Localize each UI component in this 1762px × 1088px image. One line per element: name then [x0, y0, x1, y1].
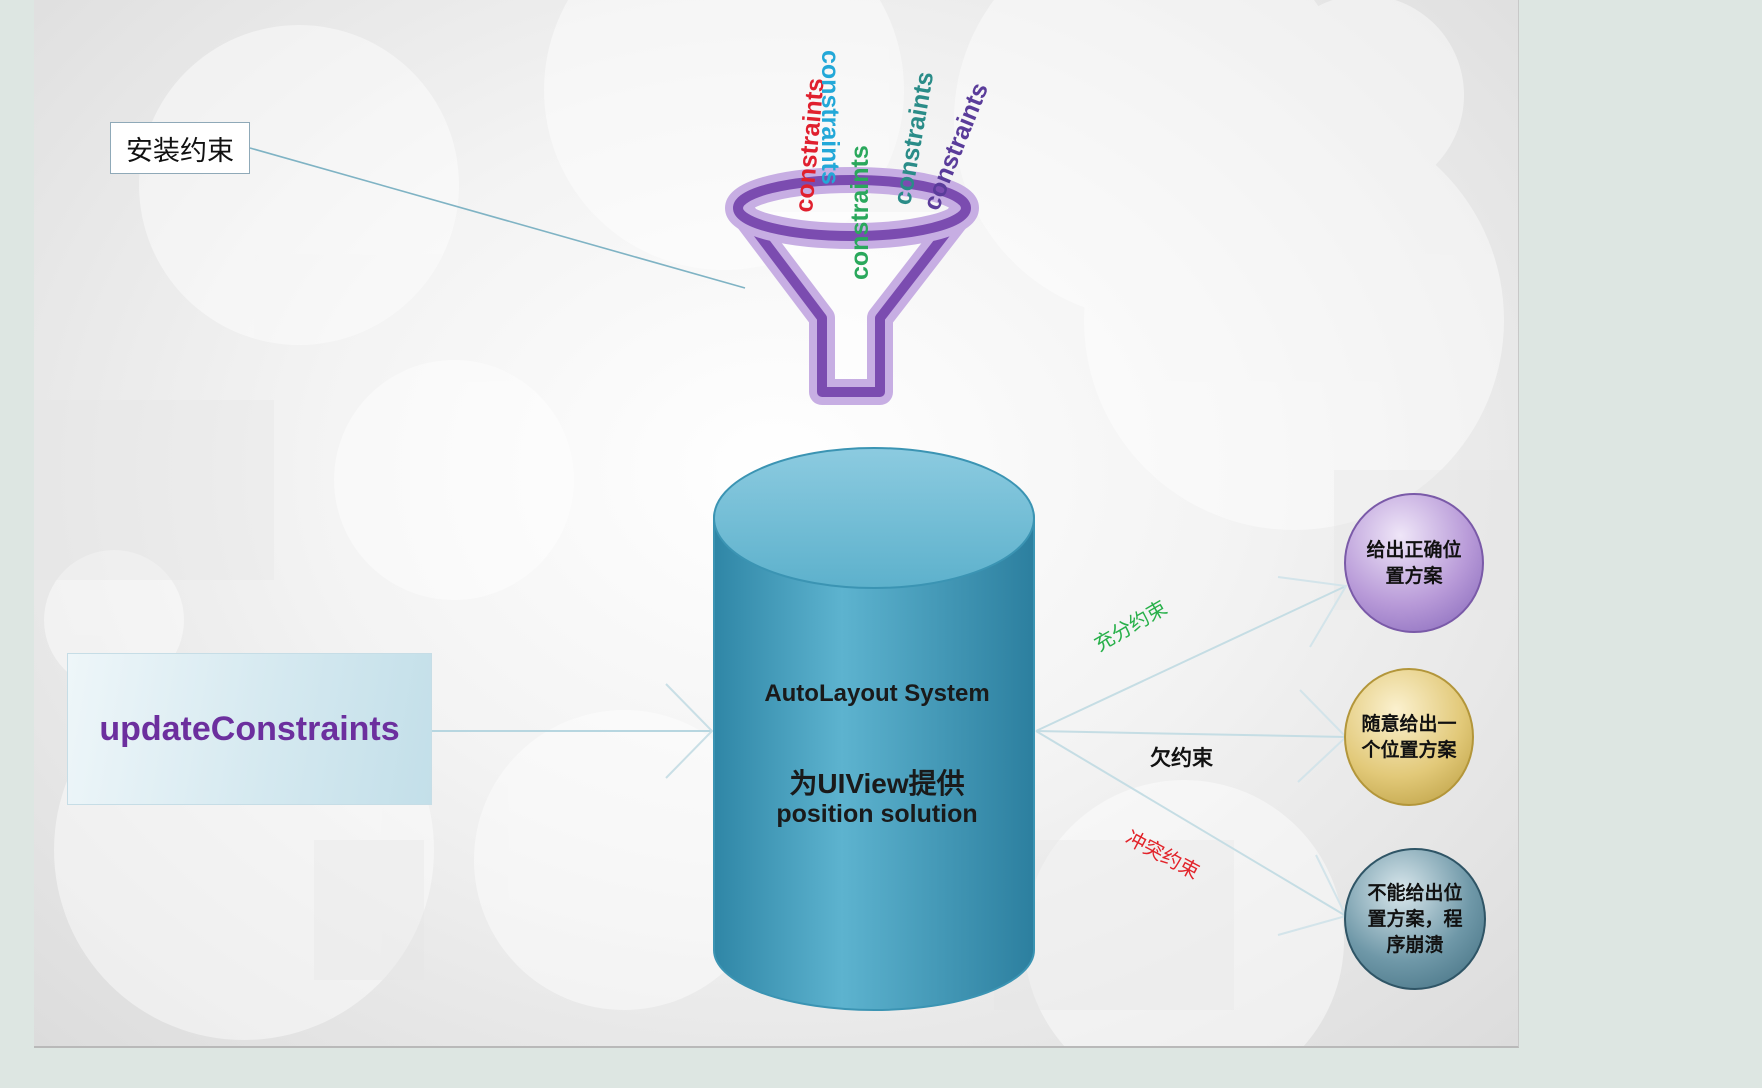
constraint-word-green: constraints	[846, 145, 874, 280]
funnel-shape	[725, 167, 979, 405]
edge-label-under: 欠约束	[1150, 746, 1213, 770]
outcome-crash-text: 不能给出位 置方案，程 序崩溃	[1367, 882, 1463, 956]
cylinder-subtitle: 为UIView提供	[789, 768, 965, 799]
cylinder-title: AutoLayout System	[764, 680, 990, 707]
outcome-crash-node: 不能给出位 置方案，程 序崩溃	[1344, 848, 1486, 990]
cylinder-solution: position solution	[776, 800, 978, 828]
outcome-random-node: 随意给出一 个位置方案	[1344, 668, 1474, 806]
update-constraints-box: updateConstraints	[67, 653, 432, 805]
outcome-correct-text: 给出正确位 置方案	[1366, 539, 1462, 587]
constraint-word-blue: constraints	[816, 50, 844, 185]
install-constraints-label: 安装约束	[110, 122, 250, 174]
outcome-random-text: 随意给出一 个位置方案	[1361, 713, 1457, 761]
outcome-correct-node: 给出正确位 置方案	[1344, 493, 1484, 633]
autolayout-cylinder	[713, 447, 1035, 1011]
